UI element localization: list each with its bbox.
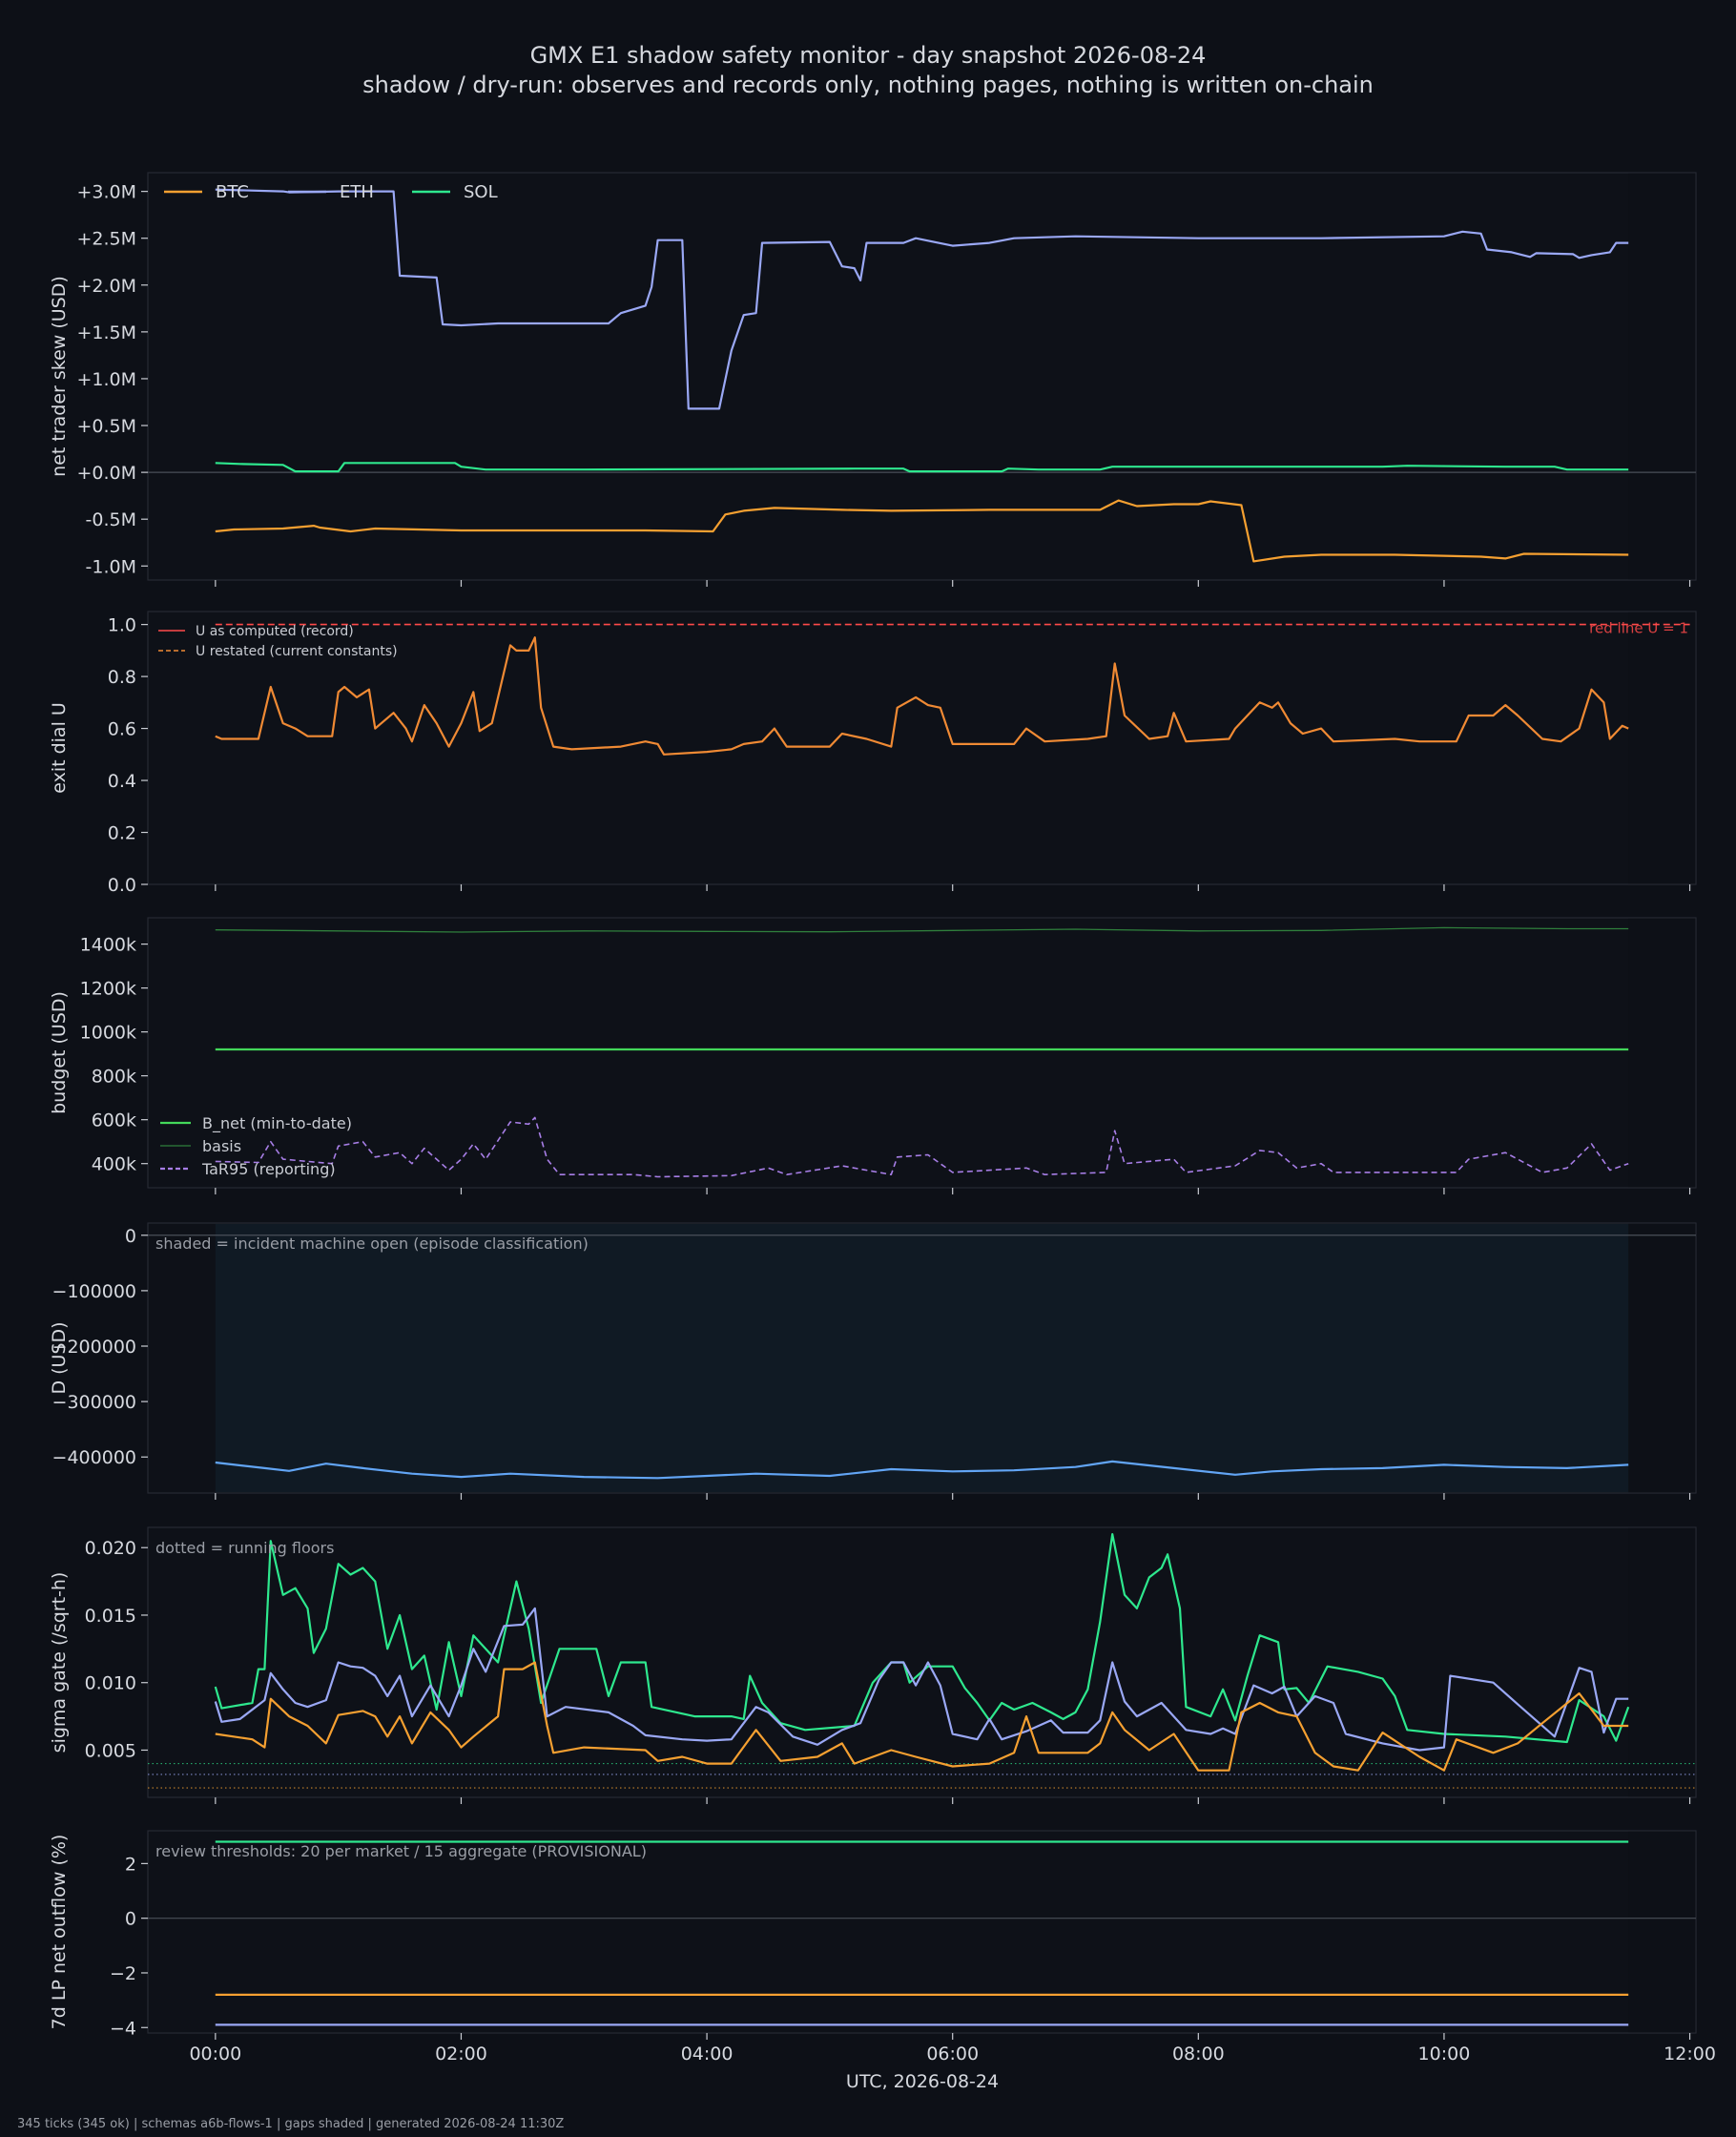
budget-legend-label: TaR95 (reporting) [201, 1160, 336, 1178]
exit_dial-ytick-label: 0.4 [108, 771, 136, 792]
outflow-ytick-label: 2 [125, 1854, 136, 1875]
xtick-label: 02:00 [435, 2044, 487, 2064]
sigma-ytick-label: 0.015 [85, 1606, 136, 1627]
panel-drawdown: 0 −100000 −200000 −300000 −400000 D (USD) shad… [49, 1222, 1697, 1500]
x-axis-label: UTC, 2026-08-24 [846, 2071, 999, 2092]
x-axis: 00:00 02:00 04:00 06:00 08:00 10:00 12:00 [189, 2044, 1715, 2064]
sigma-y-axis-label: sigma gate (/sqrt-h) [49, 1572, 70, 1753]
skew-ytick-label: +3.0M [76, 182, 136, 203]
budget-ytick-label: 1400k [80, 935, 136, 956]
xtick-label: 10:00 [1418, 2044, 1471, 2064]
skew-ytick-label: +0.5M [76, 416, 136, 437]
skew-ytick-label: +0.0M [76, 463, 136, 484]
skew-series-sol [215, 462, 1629, 473]
exit_dial-ytick-label: 1.0 [108, 615, 136, 636]
budget-series-basis [215, 926, 1629, 933]
panel-budget: 1400k 1200k 1000k 800k 600k 400k budget (USD) B… [49, 917, 1697, 1194]
panels: +3.0M +2.5M +2.0M +1.5M +1.0M +0.5M +0.0M -0.5M… [49, 172, 1716, 2064]
panel-skew: +3.0M +2.5M +2.0M +1.5M +1.0M +0.5M +0.0M -0.5M… [49, 172, 1697, 587]
drawdown-annotation: shaded = incident machine open (episode … [155, 1234, 589, 1253]
skew-ytick-label: +1.5M [76, 322, 136, 343]
exit-dial-legend-label: U restated (current constants) [196, 644, 398, 659]
sigma-series-eth [214, 1607, 1629, 1752]
exit_dial-ytick-label: 0.2 [108, 823, 136, 844]
outflow-frame [147, 1830, 1697, 2034]
skew-frame [147, 172, 1697, 581]
xtick-label: 00:00 [189, 2044, 241, 2064]
budget-legend-label: B_net (min-to-date) [202, 1114, 352, 1133]
budget-ytick-label: 400k [92, 1154, 136, 1175]
figure-title: GMX E1 shadow safety monitor - day snaps… [530, 42, 1207, 69]
skew-legend-label: BTC [216, 182, 249, 202]
drawdown-ytick-label: −400000 [52, 1447, 136, 1468]
skew-gap-shade [1628, 173, 1696, 580]
skew-series-eth [215, 188, 1629, 410]
exit_dial-frame [147, 611, 1697, 885]
budget-ytick-label: 800k [92, 1067, 136, 1088]
skew-y-axis-label: net trader skew (USD) [49, 276, 70, 477]
skew-ytick-label: +2.0M [76, 276, 136, 297]
panel-sigma: 0.020 0.015 0.010 0.005 sigma gate (/sqrt-h)… [49, 1526, 1697, 1804]
sigma-ytick-label: 0.020 [85, 1538, 136, 1559]
xtick-label: 12:00 [1664, 2044, 1716, 2064]
budget-ytick-label: 1200k [80, 979, 136, 1000]
exit_dial-y-axis-label: exit dial U [49, 702, 70, 794]
skew-ytick-label: -0.5M [86, 509, 136, 530]
outflow-ytick-label: 0 [125, 1909, 136, 1930]
drawdown-incident-shade [215, 1224, 1629, 1492]
outflow-annotation: review thresholds: 20 per market / 15 ag… [155, 1842, 647, 1860]
drawdown-ytick-label: −300000 [52, 1392, 136, 1413]
budget-series-tar95-reporting- [215, 1116, 1629, 1178]
exit-dial-red-line-annotation: red line U = 1 [1589, 620, 1688, 637]
sigma-frame [147, 1526, 1697, 1798]
outflow-ytick-label: −2 [110, 1963, 136, 1984]
sigma-annotation: dotted = running floors [155, 1539, 334, 1557]
sigma-ytick-label: 0.005 [85, 1740, 136, 1761]
xtick-label: 04:00 [681, 2044, 734, 2064]
outflow-y-axis-label: 7d LP net outflow (%) [49, 1835, 70, 2030]
drawdown-ytick-label: −100000 [52, 1281, 136, 1302]
outflow-ytick-label: −4 [110, 2018, 136, 2039]
exit-dial-legend-label: U as computed (record) [196, 624, 354, 639]
skew-ytick-label: +1.0M [76, 369, 136, 390]
xtick-label: 06:00 [926, 2044, 979, 2064]
budget-ytick-label: 600k [92, 1110, 136, 1131]
figure-subtitle: shadow / dry-run: observes and records o… [362, 72, 1374, 98]
exit_dial-ytick-label: 0.8 [108, 667, 136, 688]
budget-ytick-label: 1000k [80, 1023, 136, 1044]
exit_dial-series-u-restated-current-constants- [215, 636, 1629, 756]
skew-ytick-label: -1.0M [86, 556, 136, 577]
drawdown-y-axis-label: D (USD) [49, 1321, 70, 1394]
drawdown-ytick-label: 0 [125, 1226, 136, 1247]
sigma-ytick-label: 0.010 [85, 1673, 136, 1694]
budget-y-axis-label: budget (USD) [49, 991, 70, 1114]
exit_dial-ytick-label: 0.0 [108, 875, 136, 896]
panel-outflow: 2 0 −2 −4 7d LP net outflow (%) review thresh… [49, 1830, 1697, 2040]
budget-gap-shade [1628, 918, 1696, 1188]
exit_dial-gap-shade [1628, 612, 1696, 884]
drawdown-series-d [215, 1460, 1629, 1480]
skew-legend-label: ETH [340, 182, 374, 202]
exit_dial-ytick-label: 0.6 [108, 719, 136, 740]
budget-frame [147, 917, 1697, 1189]
footer-text: 345 ticks (345 ok) | schemas a6b-flows-1… [17, 2117, 564, 2131]
budget-legend-label: basis [202, 1137, 241, 1155]
skew-ytick-label: +2.5M [76, 229, 136, 250]
drawdown-ytick-label: −200000 [52, 1337, 136, 1358]
sigma-series-btc [215, 1661, 1629, 1772]
skew-series-btc [215, 499, 1629, 563]
skew-legend-label: SOL [464, 182, 498, 202]
xtick-label: 08:00 [1172, 2044, 1225, 2064]
panel-exit_dial: 1.0 0.8 0.6 0.4 0.2 0.0 exit dial U red line U … [49, 611, 1697, 896]
outflow-gap-shade [1628, 1831, 1696, 2033]
drawdown-gap-shade [1628, 1223, 1696, 1493]
sigma-gap-shade [1628, 1527, 1696, 1797]
